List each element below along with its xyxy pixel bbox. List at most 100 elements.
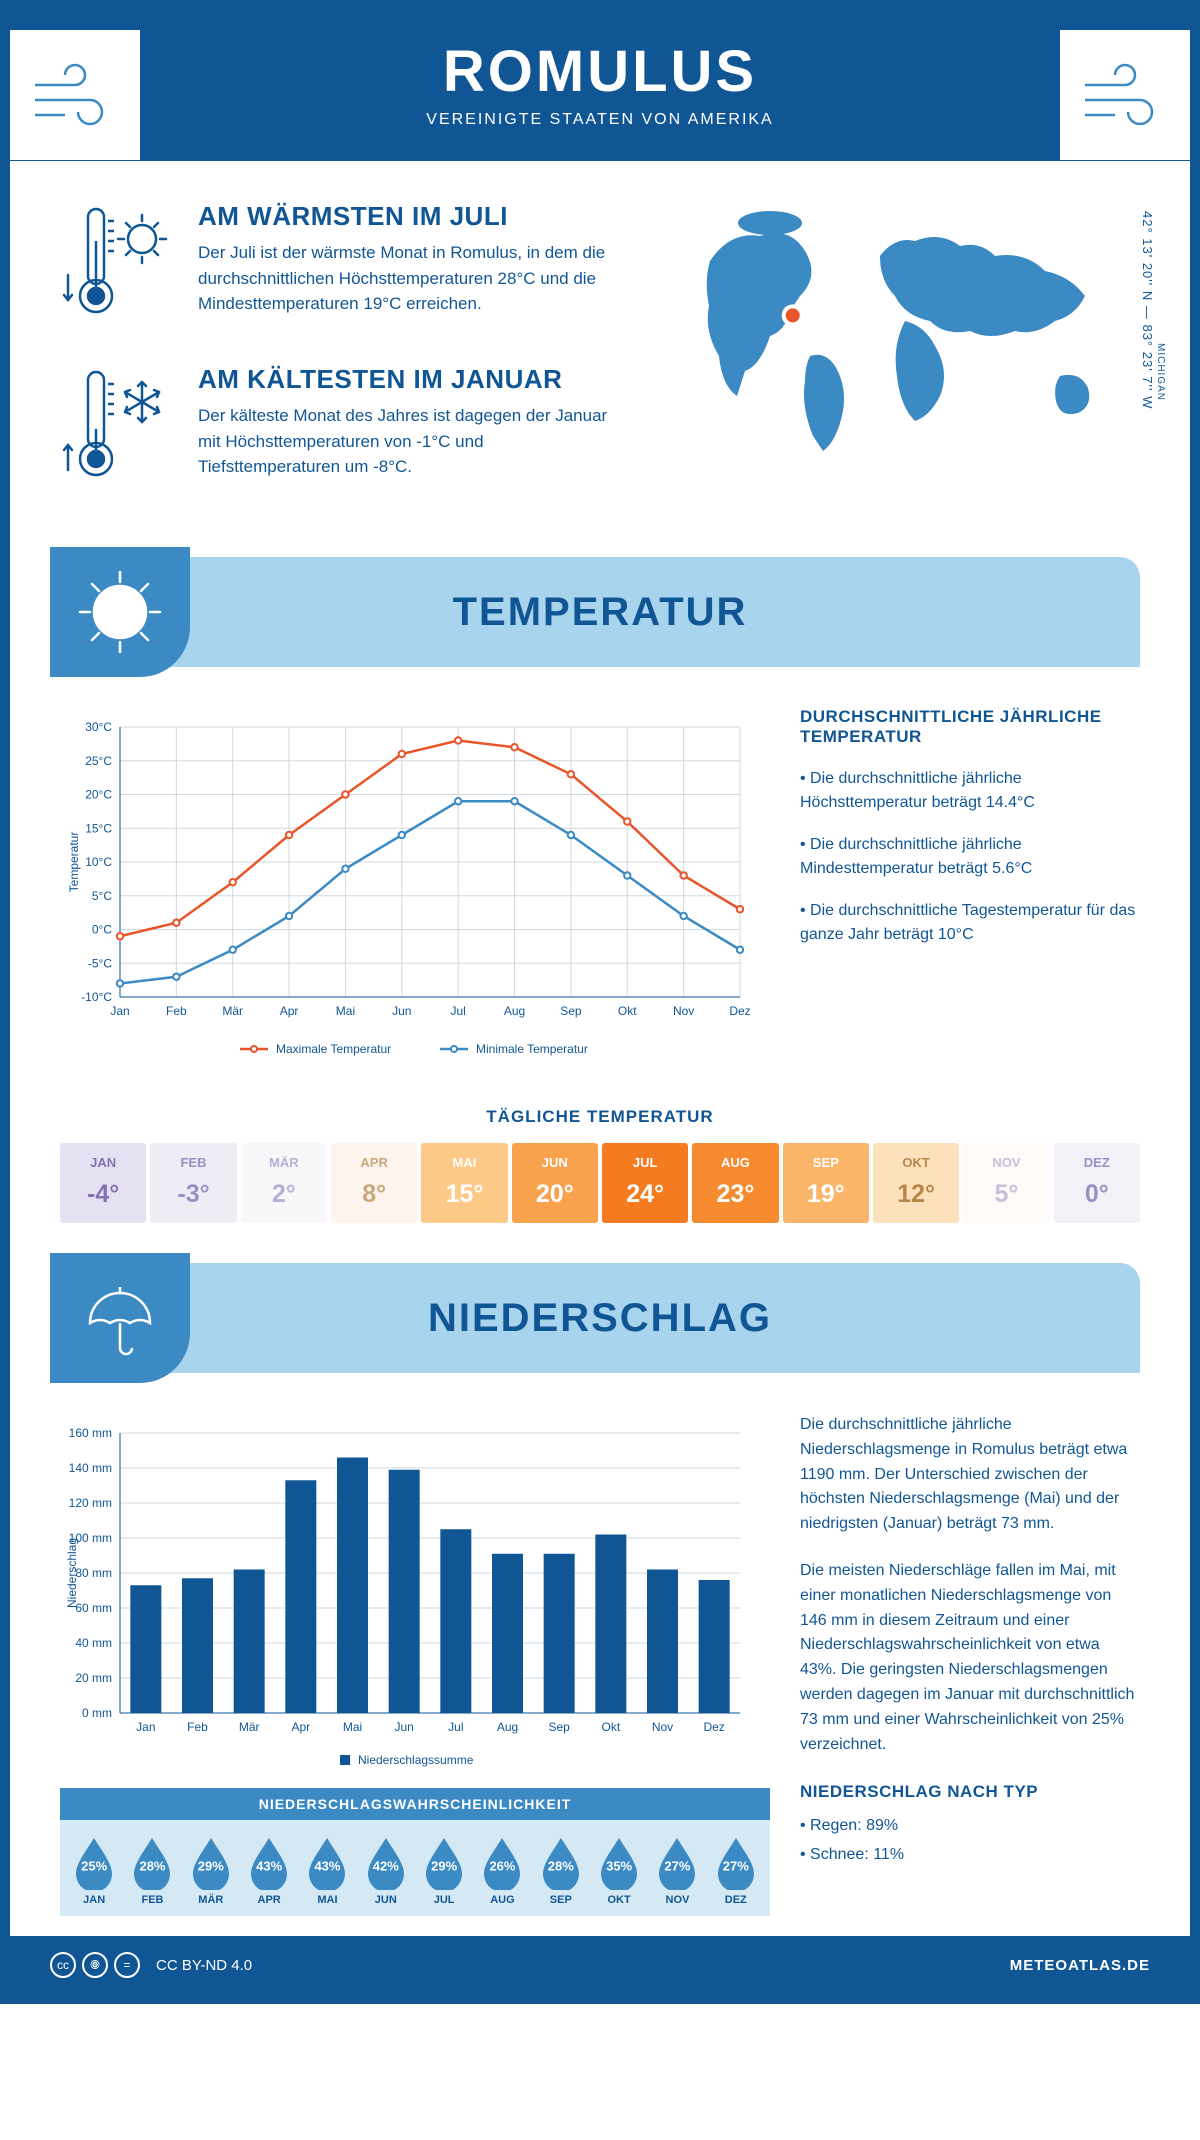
- page-subtitle: VEREINIGTE STAATEN VON AMERIKA: [10, 111, 1190, 129]
- daily-cell: FEB-3°: [150, 1143, 236, 1223]
- svg-text:Apr: Apr: [280, 1004, 299, 1018]
- precip-text-2: Die meisten Niederschläge fallen im Mai,…: [800, 1559, 1140, 1757]
- cc-icon: cc: [50, 1952, 76, 1978]
- svg-text:Niederschlag: Niederschlag: [65, 1538, 79, 1608]
- svg-text:Mär: Mär: [222, 1004, 243, 1018]
- svg-text:Apr: Apr: [291, 1720, 310, 1734]
- intro-section: AM WÄRMSTEN IM JULI Der Juli ist der wär…: [10, 161, 1190, 557]
- precip-bytype-title: NIEDERSCHLAG NACH TYP: [800, 1779, 1140, 1805]
- precipitation-chart: 0 mm20 mm40 mm60 mm80 mm100 mm120 mm140 …: [60, 1413, 760, 1773]
- header: ROMULUS VEREINIGTE STAATEN VON AMERIKA: [10, 10, 1190, 161]
- daily-cell: AUG23°: [692, 1143, 778, 1223]
- wind-icon-left: [10, 30, 140, 160]
- svg-text:Okt: Okt: [601, 1720, 620, 1734]
- svg-text:0 mm: 0 mm: [82, 1706, 112, 1720]
- probability-cell: 29%MÄR: [183, 1834, 239, 1906]
- svg-text:Dez: Dez: [703, 1720, 724, 1734]
- precipitation-banner: NIEDERSCHLAG: [60, 1263, 1140, 1373]
- sun-icon: [50, 547, 190, 677]
- precipitation-title: NIEDERSCHLAG: [428, 1296, 772, 1341]
- svg-text:30°C: 30°C: [85, 720, 112, 734]
- map-svg: [680, 201, 1140, 461]
- temp-info-line: • Die durchschnittliche jährliche Höchst…: [800, 767, 1140, 815]
- svg-text:Niederschlagssumme: Niederschlagssumme: [358, 1753, 474, 1767]
- svg-text:Jun: Jun: [392, 1004, 411, 1018]
- probability-cell: 25%JAN: [66, 1834, 122, 1906]
- bytype-line: • Regen: 89%: [800, 1814, 1140, 1839]
- temp-info-line: • Die durchschnittliche Tagestemperatur …: [800, 899, 1140, 947]
- svg-text:Okt: Okt: [618, 1004, 637, 1018]
- temperature-body: -10°C-5°C0°C5°C10°C15°C20°C25°C30°CJanFe…: [10, 667, 1190, 1087]
- svg-text:160 mm: 160 mm: [69, 1426, 112, 1440]
- probability-cell: 28%SEP: [533, 1834, 589, 1906]
- facts-column: AM WÄRMSTEN IM JULI Der Juli ist der wär…: [60, 201, 640, 527]
- svg-text:25°C: 25°C: [85, 754, 112, 768]
- probability-title: NIEDERSCHLAGSWAHRSCHEINLICHKEIT: [60, 1788, 770, 1820]
- daily-cell: JAN-4°: [60, 1143, 146, 1223]
- precipitation-body: 0 mm20 mm40 mm60 mm80 mm100 mm120 mm140 …: [10, 1373, 1190, 1936]
- footer: cc 🞋 = CC BY-ND 4.0 METEOATLAS.DE: [10, 1936, 1190, 1994]
- svg-text:20 mm: 20 mm: [75, 1671, 112, 1685]
- svg-text:Jan: Jan: [110, 1004, 129, 1018]
- license-text: CC BY-ND 4.0: [156, 1957, 252, 1974]
- probability-grid: 25%JAN28%FEB29%MÄR43%APR43%MAI42%JUN29%J…: [60, 1820, 770, 1916]
- probability-cell: 28%FEB: [124, 1834, 180, 1906]
- svg-text:Feb: Feb: [187, 1720, 208, 1734]
- svg-text:Mai: Mai: [336, 1004, 355, 1018]
- svg-text:Nov: Nov: [673, 1004, 694, 1018]
- probability-cell: 42%JUN: [358, 1834, 414, 1906]
- svg-text:Feb: Feb: [166, 1004, 187, 1018]
- daily-temp-title: TÄGLICHE TEMPERATUR: [10, 1107, 1190, 1127]
- fact-coldest: AM KÄLTESTEN IM JANUAR Der kälteste Mona…: [60, 364, 640, 489]
- footer-brand: METEOATLAS.DE: [1010, 1957, 1150, 1974]
- probability-cell: 27%NOV: [649, 1834, 705, 1906]
- daily-cell: OKT12°: [873, 1143, 959, 1223]
- daily-cell: MAI15°: [421, 1143, 507, 1223]
- umbrella-icon: [50, 1253, 190, 1383]
- probability-box: NIEDERSCHLAGSWAHRSCHEINLICHKEIT 25%JAN28…: [60, 1788, 770, 1916]
- svg-text:Sep: Sep: [560, 1004, 582, 1018]
- svg-text:Mai: Mai: [343, 1720, 362, 1734]
- daily-cell: JUN20°: [512, 1143, 598, 1223]
- temperature-banner: TEMPERATUR: [60, 557, 1140, 667]
- precip-text-1: Die durchschnittliche jährliche Niedersc…: [800, 1413, 1140, 1537]
- probability-cell: 27%DEZ: [708, 1834, 764, 1906]
- svg-text:40 mm: 40 mm: [75, 1636, 112, 1650]
- fact-cold-title: AM KÄLTESTEN IM JANUAR: [198, 364, 618, 395]
- svg-text:120 mm: 120 mm: [69, 1496, 112, 1510]
- fact-cold-text: Der kälteste Monat des Jahres ist dagege…: [198, 403, 618, 480]
- svg-text:-10°C: -10°C: [81, 990, 112, 1004]
- fact-warmest: AM WÄRMSTEN IM JULI Der Juli ist der wär…: [60, 201, 640, 326]
- fact-warm-text: Der Juli ist der wärmste Monat in Romulu…: [198, 240, 618, 317]
- page: ROMULUS VEREINIGTE STAATEN VON AMERIKA A…: [0, 0, 1200, 2004]
- svg-text:Aug: Aug: [497, 1720, 518, 1734]
- svg-text:Temperatur: Temperatur: [67, 832, 81, 893]
- svg-text:15°C: 15°C: [85, 821, 112, 835]
- thermometer-snow-icon: [60, 364, 170, 489]
- svg-text:140 mm: 140 mm: [69, 1461, 112, 1475]
- svg-text:60 mm: 60 mm: [75, 1601, 112, 1615]
- svg-text:Jul: Jul: [451, 1004, 466, 1018]
- license: cc 🞋 = CC BY-ND 4.0: [50, 1952, 252, 1978]
- temp-info-title: DURCHSCHNITTLICHE JÄHRLICHE TEMPERATUR: [800, 707, 1140, 747]
- svg-text:Nov: Nov: [652, 1720, 673, 1734]
- coords-label: 42° 13' 20'' N — 83° 23' 7'' W: [1140, 211, 1155, 409]
- svg-text:Jun: Jun: [394, 1720, 413, 1734]
- svg-text:80 mm: 80 mm: [75, 1566, 112, 1580]
- probability-cell: 43%APR: [241, 1834, 297, 1906]
- svg-text:20°C: 20°C: [85, 788, 112, 802]
- fact-warm-title: AM WÄRMSTEN IM JULI: [198, 201, 618, 232]
- svg-text:Jan: Jan: [136, 1720, 155, 1734]
- svg-text:Mär: Mär: [239, 1720, 260, 1734]
- daily-cell: JUL24°: [602, 1143, 688, 1223]
- daily-cell: NOV5°: [963, 1143, 1049, 1223]
- svg-text:Sep: Sep: [548, 1720, 570, 1734]
- svg-text:Dez: Dez: [729, 1004, 750, 1018]
- temperature-info: DURCHSCHNITTLICHE JÄHRLICHE TEMPERATUR •…: [800, 707, 1140, 1067]
- svg-text:5°C: 5°C: [92, 889, 112, 903]
- world-map: MICHIGAN 42° 13' 20'' N — 83° 23' 7'' W: [680, 201, 1140, 527]
- thermometer-sun-icon: [60, 201, 170, 326]
- nd-icon: =: [114, 1952, 140, 1978]
- svg-text:-5°C: -5°C: [88, 956, 112, 970]
- coordinates: MICHIGAN 42° 13' 20'' N — 83° 23' 7'' W: [1140, 211, 1166, 409]
